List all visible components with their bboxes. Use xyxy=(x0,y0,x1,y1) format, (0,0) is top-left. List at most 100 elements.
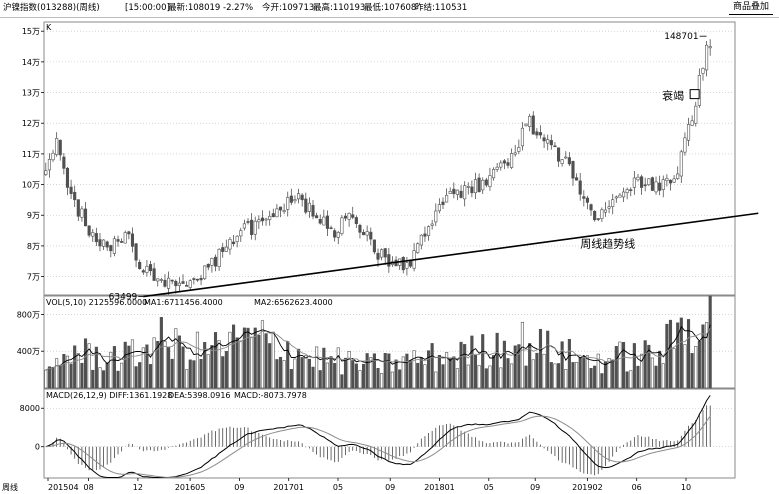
volume-bar xyxy=(311,366,315,389)
price-tick-label: 8万 xyxy=(27,242,40,251)
volume-bar xyxy=(575,362,579,389)
candle-body xyxy=(531,115,535,135)
volume-bar xyxy=(697,340,701,389)
high-price: 最高:110193 xyxy=(313,3,366,13)
candle-body xyxy=(120,241,124,243)
x-tick-label: 09 xyxy=(530,483,540,492)
volume-bar xyxy=(477,365,481,389)
open-price: 今开:109713 xyxy=(262,3,315,13)
volume-bar xyxy=(152,337,156,389)
volume-bar xyxy=(195,331,200,389)
candle-body xyxy=(564,156,568,159)
candle-body xyxy=(538,132,543,136)
volume-bar xyxy=(679,317,683,389)
candle-body xyxy=(123,232,127,244)
x-axis-period-label: 周线 xyxy=(2,482,18,492)
candle-body xyxy=(437,204,441,212)
candle-body xyxy=(221,247,225,252)
volume-bar xyxy=(455,368,460,389)
candle-body xyxy=(134,243,138,261)
volume-bar xyxy=(275,359,279,389)
volume-bar xyxy=(109,351,113,389)
volume-bar xyxy=(387,353,391,389)
candle-body xyxy=(195,278,200,281)
candle-body xyxy=(600,209,604,219)
candle-body xyxy=(686,124,691,141)
candle-body xyxy=(336,232,340,238)
kline-chart[interactable]: 7万 8万 9万 10万 11万 12万 13万 14万 15万 K 148701 63499 衰竭周线… xyxy=(0,18,779,494)
candle-body xyxy=(650,177,654,191)
volume-bar xyxy=(69,363,73,389)
candle-body xyxy=(260,217,265,222)
candle-body xyxy=(434,210,438,223)
macd-dea-label: DEA:5398.0916 xyxy=(168,391,231,400)
price-tick-label: 7万 xyxy=(27,273,40,282)
candle-body xyxy=(109,245,113,252)
candle-body xyxy=(286,197,290,210)
candle-body xyxy=(596,218,600,220)
candle-body xyxy=(304,198,308,213)
volume-bar xyxy=(690,353,694,389)
kline-corner-label: K xyxy=(46,23,52,32)
candle-body xyxy=(658,182,662,191)
candle-body xyxy=(694,105,698,124)
price-tick-label: 11万 xyxy=(22,150,40,159)
candle-body xyxy=(210,258,214,266)
candle-body xyxy=(556,147,561,162)
candle-body xyxy=(701,68,705,74)
volume-bar xyxy=(556,363,561,389)
candle-body xyxy=(87,225,91,236)
candle-body xyxy=(445,194,449,203)
candle-body xyxy=(365,231,369,236)
volume-bar xyxy=(419,357,423,389)
candle-body xyxy=(62,156,66,169)
volume-bar xyxy=(307,358,311,389)
volume-bar xyxy=(473,354,478,389)
candle-body xyxy=(676,173,680,179)
high-price-label: 148701 xyxy=(664,32,698,42)
volume-bar xyxy=(192,360,196,389)
candle-body xyxy=(679,151,683,177)
macd-diff-label: MACD(26,12,9) DIFF:1361.1928 xyxy=(46,391,172,400)
candle-body xyxy=(621,191,626,198)
volume-bar xyxy=(398,369,402,389)
candle-body xyxy=(520,127,524,147)
candle-body xyxy=(546,139,550,144)
volume-bar xyxy=(528,343,532,389)
candle-body xyxy=(250,219,254,236)
volume-bar xyxy=(647,344,651,389)
volume-bar xyxy=(112,346,116,389)
volume-bar xyxy=(120,362,124,389)
volume-bar xyxy=(123,341,127,389)
volume-bar xyxy=(668,319,673,389)
candle-body xyxy=(488,175,492,188)
volume-bar xyxy=(408,360,413,389)
volume-bar xyxy=(365,353,369,389)
candle-body xyxy=(510,153,514,168)
volume-bar xyxy=(676,322,680,389)
x-tick-label: 09 xyxy=(234,483,244,492)
volume-bar xyxy=(185,369,189,389)
candle-body xyxy=(430,223,434,226)
low-price: 最低:107608 xyxy=(364,3,417,13)
candle-body xyxy=(416,243,420,253)
candle-body xyxy=(65,167,70,188)
volume-bar xyxy=(354,363,358,389)
candle-body xyxy=(141,270,145,273)
x-tick-label: 05 xyxy=(333,483,343,492)
volume-bar xyxy=(618,341,622,389)
candle-body xyxy=(683,137,687,153)
volume-bar xyxy=(91,369,95,389)
candle-body xyxy=(593,210,597,221)
volume-bar xyxy=(210,345,214,389)
volume-bar xyxy=(423,364,427,389)
price-tick-label: 14万 xyxy=(22,58,40,67)
volume-bar xyxy=(658,350,662,389)
candle-body xyxy=(174,280,178,287)
x-tick-label: 09 xyxy=(385,483,395,492)
volume-bar xyxy=(654,365,658,389)
volume-bar xyxy=(134,366,138,389)
overlay-commodity-button[interactable]: 商品叠加 xyxy=(728,0,773,15)
volume-bar xyxy=(643,340,647,389)
candle-body xyxy=(289,195,293,203)
